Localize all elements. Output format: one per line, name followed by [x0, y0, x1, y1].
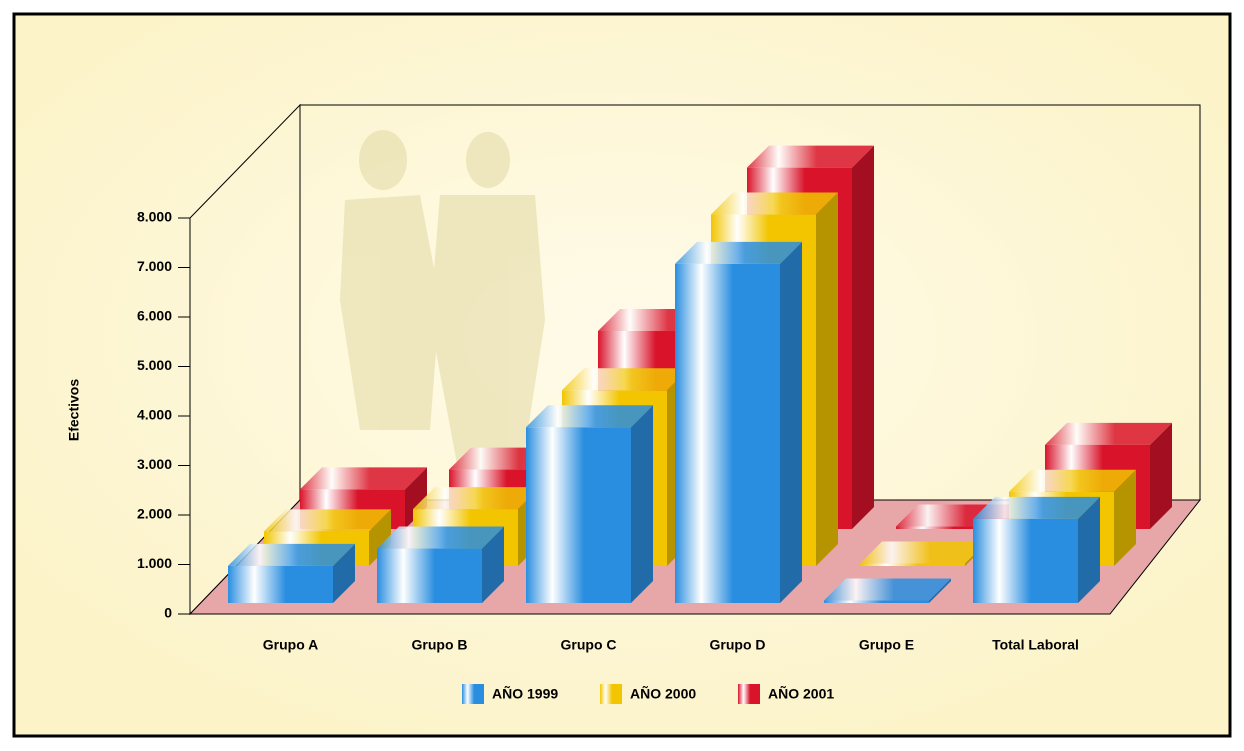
bar-side [929, 578, 951, 603]
legend-label: AÑO 1999 [492, 685, 558, 702]
bar-side [816, 192, 838, 567]
bar-top [1045, 422, 1172, 445]
bar-top [228, 543, 355, 566]
y-tick-label: 4.000 [137, 407, 172, 423]
bar-top [860, 541, 987, 564]
bar-side [1114, 469, 1136, 566]
bar-top [747, 145, 874, 168]
bar-top [300, 467, 427, 490]
legend-label: AÑO 2001 [768, 685, 834, 702]
bar [675, 263, 780, 603]
bar [526, 427, 631, 603]
legend-swatch [738, 684, 760, 704]
bar-top [973, 496, 1100, 519]
y-tick-label: 6.000 [137, 308, 172, 324]
x-tick-label: Grupo E [859, 637, 914, 653]
bar [896, 526, 1001, 529]
bar-top [562, 368, 689, 391]
bar [824, 600, 929, 603]
y-tick-label: 0 [164, 605, 172, 621]
bar-top [824, 578, 951, 601]
x-tick-label: Grupo A [263, 637, 318, 653]
y-tick-label: 7.000 [137, 258, 172, 274]
silhouette [340, 130, 545, 480]
x-tick-label: Total Laboral [992, 637, 1079, 653]
bar-side [1078, 496, 1100, 603]
legend-swatch [462, 684, 484, 704]
bar-side [852, 145, 874, 529]
bar-top [711, 192, 838, 215]
bar-top [1009, 469, 1136, 492]
x-tick-label: Grupo C [561, 637, 617, 653]
bar-side [333, 543, 355, 603]
bar-top [526, 405, 653, 428]
bar [377, 548, 482, 603]
bar-top [264, 509, 391, 532]
legend-swatch [600, 684, 622, 704]
y-tick-label: 3.000 [137, 456, 172, 472]
bar-side [1150, 422, 1172, 529]
bar-top [675, 241, 802, 264]
bar-side [780, 241, 802, 604]
y-axis-title: Efectivos [66, 379, 82, 441]
y-tick-label: 2.000 [137, 506, 172, 522]
y-tick-label: 5.000 [137, 357, 172, 373]
bar [860, 563, 965, 566]
bar-side [369, 509, 391, 566]
bar [228, 565, 333, 603]
y-tick-label: 8.000 [137, 209, 172, 225]
bar-side [482, 526, 504, 603]
bar-side [631, 405, 653, 603]
y-tick-label: 1.000 [137, 555, 172, 571]
bar-top [413, 487, 540, 510]
x-tick-label: Grupo B [412, 637, 468, 653]
bar-top [377, 526, 504, 549]
x-tick-label: Grupo D [710, 637, 766, 653]
legend-label: AÑO 2000 [630, 685, 696, 702]
bar-side [405, 467, 427, 529]
bar [973, 518, 1078, 603]
